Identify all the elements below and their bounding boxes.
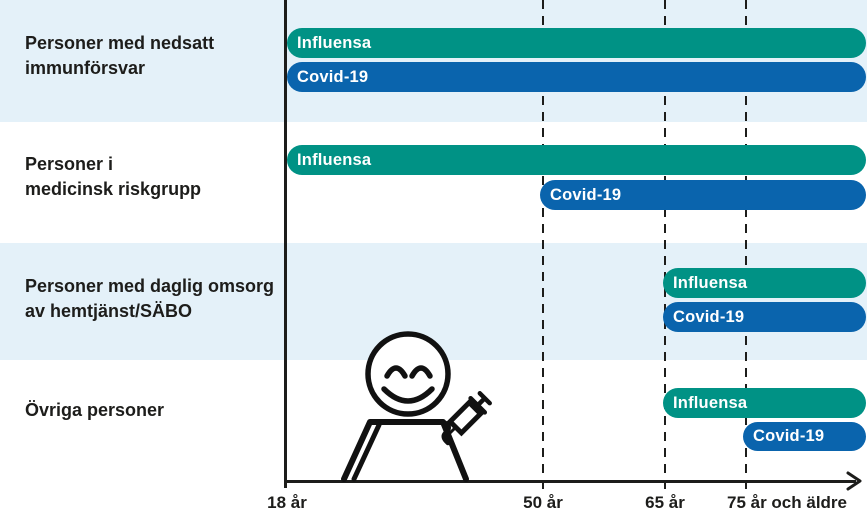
- influensa-bar-group4: Influensa: [663, 388, 866, 418]
- gridline-75-ar: [745, 0, 747, 489]
- gridline-65-ar: [664, 0, 666, 489]
- group-label-immunforsvar: Personer med nedsatt immunförsvar: [25, 33, 215, 78]
- covid-bar-group4: Covid-19: [743, 422, 866, 451]
- tick-label-18-ar: 18 år: [267, 493, 307, 512]
- x-axis-arrow-icon: [846, 471, 862, 491]
- influensa-bar-group1: Influensa: [287, 28, 866, 58]
- gridline-50-ar: [542, 0, 544, 489]
- tick-label-65-ar: 65 år: [645, 493, 685, 512]
- covid-bar-group2: Covid-19: [540, 180, 866, 210]
- group-label-daglig-omsorg: Personer med daglig omsorg av hemtjänst/…: [25, 276, 275, 321]
- tick-label-75-ar-och-aldre: 75 år och äldre: [727, 493, 848, 512]
- influensa-bar-group2: Influensa: [287, 145, 866, 175]
- covid-bar-group1: Covid-19: [287, 62, 866, 92]
- group-label-medicinsk-riskgrupp: Personer i medicinsk riskgrupp: [25, 154, 202, 199]
- vaccinated-person-icon: [341, 331, 492, 482]
- influensa-bar-group3: Influensa: [663, 268, 866, 298]
- group-label-ovriga-personer: Övriga personer: [25, 400, 165, 420]
- row-band-immunforsvar: [0, 0, 867, 122]
- tick-label-50-ar: 50 år: [523, 493, 563, 512]
- x-axis-line: [284, 480, 856, 483]
- covid-bar-group3: Covid-19: [663, 302, 866, 332]
- y-axis-line: [284, 0, 287, 488]
